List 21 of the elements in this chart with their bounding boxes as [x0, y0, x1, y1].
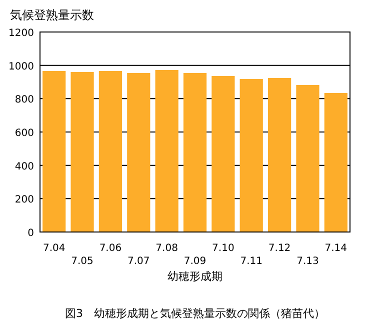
y-tick-label: 800: [14, 94, 34, 106]
y-axis-title: 気候登熟量示数: [10, 8, 94, 22]
x-tick-label: 7.10: [212, 243, 234, 254]
y-tick-label: 200: [14, 194, 34, 206]
x-tick-label: 7.05: [71, 256, 94, 267]
x-tick-label: 7.12: [268, 243, 291, 254]
y-tick-label: 1000: [8, 61, 34, 72]
x-tick-label: 7.07: [128, 256, 150, 267]
y-tick-label: 600: [14, 128, 34, 139]
x-tick-label: 7.14: [324, 243, 348, 254]
text: 図3 幼穂形成期と気候登熟量示数の関係（猪苗代）: [65, 307, 325, 320]
x-tick-label: 7.13: [296, 256, 319, 267]
x-tick-label: 7.09: [184, 256, 206, 267]
x-tick-label: 7.06: [99, 243, 122, 254]
x-tick-label: 7.08: [156, 243, 178, 254]
x-tick-label: 7.04: [42, 243, 66, 254]
y-tick-label: 400: [14, 161, 34, 172]
y-tick-label: 1200: [8, 28, 34, 39]
x-tick-label: 7.11: [240, 256, 262, 267]
y-tick-label: 0: [28, 228, 34, 239]
x-axis-title: 幼穂形成期: [168, 270, 222, 283]
